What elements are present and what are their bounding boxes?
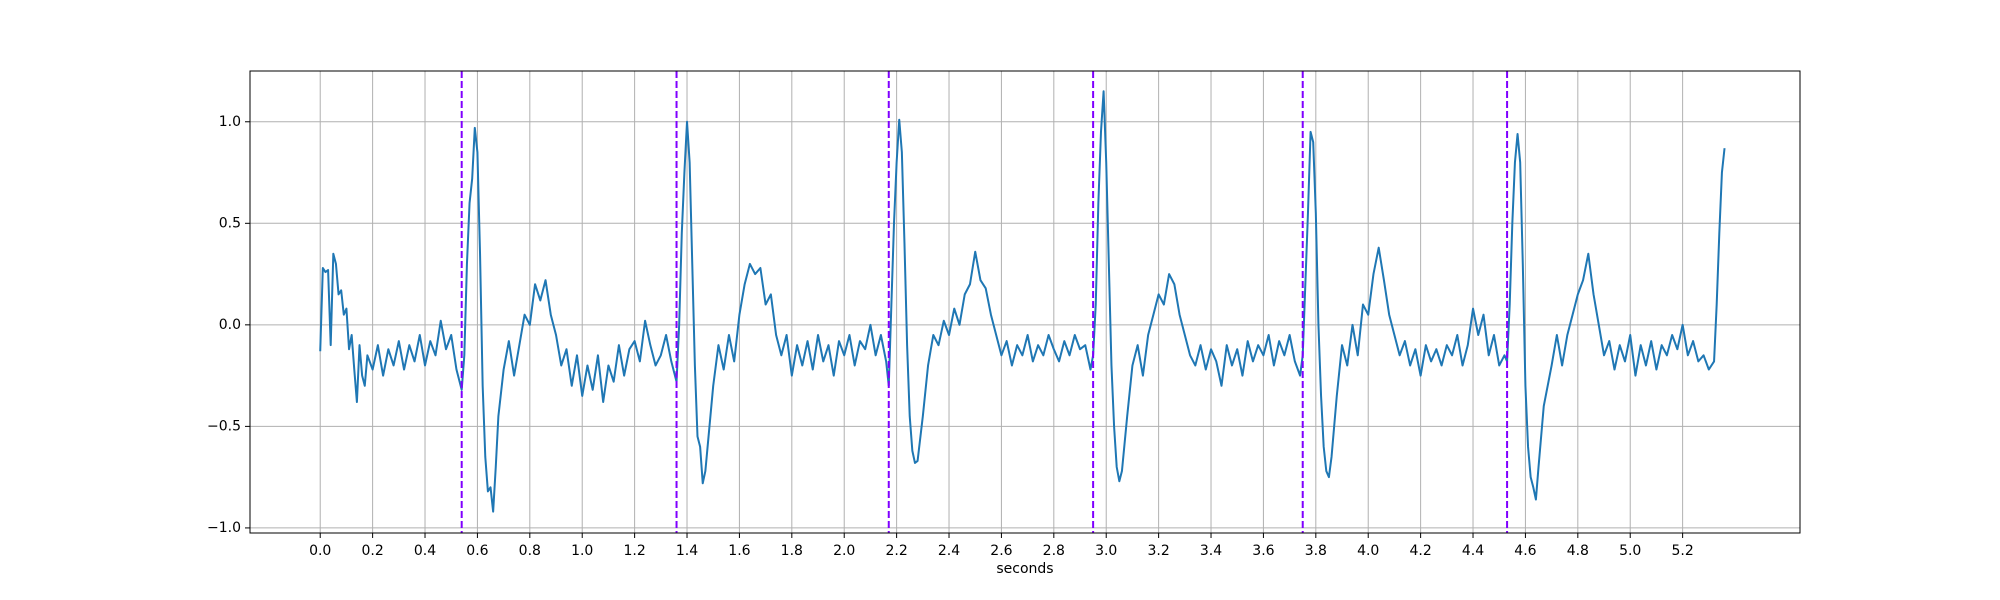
x-axis-label: seconds [996, 561, 1053, 577]
x-tick-label: 2.0 [833, 543, 855, 559]
x-tick-label: 3.6 [1252, 543, 1274, 559]
x-tick-label: 0.0 [309, 543, 331, 559]
x-tick-label: 5.0 [1619, 543, 1641, 559]
x-tick-label: 2.4 [938, 543, 960, 559]
x-tick-label: 1.4 [676, 543, 698, 559]
x-tick-label: 2.8 [1043, 543, 1065, 559]
signal-line [319, 90, 1726, 513]
x-tick-label: 4.0 [1357, 543, 1379, 559]
plot [319, 71, 1726, 533]
x-tick-label: 3.8 [1305, 543, 1327, 559]
y-tick-label: −1.0 [207, 520, 241, 536]
x-tick-label: 4.4 [1462, 543, 1484, 559]
x-tick-label: 0.8 [519, 543, 541, 559]
x-tick-label: 3.4 [1200, 543, 1222, 559]
y-tick-label: −0.5 [207, 418, 241, 434]
x-tick-label: 3.2 [1147, 543, 1169, 559]
y-tick-label: 0.0 [219, 317, 241, 333]
x-tick-label: 4.8 [1567, 543, 1589, 559]
x-tick-label: 1.0 [571, 543, 593, 559]
x-tick-label: 1.6 [728, 543, 750, 559]
x-tick-label: 0.4 [414, 543, 436, 559]
x-tick-label: 5.2 [1671, 543, 1693, 559]
x-tick-label: 0.6 [466, 543, 488, 559]
y-tick-label: 0.5 [219, 215, 241, 231]
x-tick-label: 0.2 [361, 543, 383, 559]
x-tick-label: 2.2 [885, 543, 907, 559]
x-tick-label: 1.2 [623, 543, 645, 559]
plot-frame [249, 70, 1801, 534]
x-tick-label: 4.6 [1514, 543, 1536, 559]
y-tick-label: 1.0 [219, 114, 241, 130]
x-tick-label: 4.2 [1409, 543, 1431, 559]
x-tick-label: 3.0 [1095, 543, 1117, 559]
x-tick-label: 2.6 [990, 543, 1012, 559]
x-tick-label: 1.8 [781, 543, 803, 559]
axes: 0.0 0.2 0.4 0.6 0.8 1.0 1.2 1.4 1.6 1.8 2.0 2.2 2.4 2… [207, 114, 1694, 559]
